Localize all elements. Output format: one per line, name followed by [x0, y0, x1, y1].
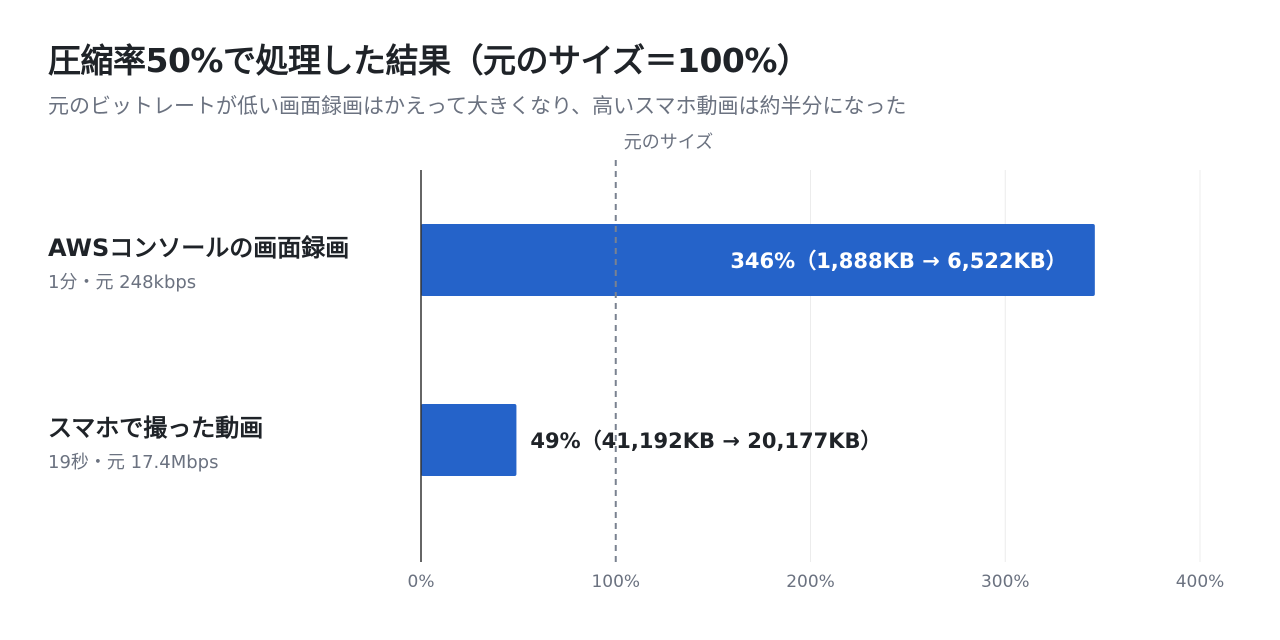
category-detail: 19秒・元 17.4Mbps [48, 452, 218, 473]
bar [421, 404, 517, 476]
x-tick-label: 100% [591, 572, 640, 592]
x-tick-label: 400% [1176, 572, 1225, 592]
x-tick-label: 0% [408, 572, 435, 592]
data-label: 346%（1,888KB → 6,522KB） [730, 249, 1067, 273]
reference-line-label: 元のサイズ [624, 132, 713, 153]
x-tick-label: 300% [981, 572, 1030, 592]
chart-title: 圧縮率50%で処理した結果（元のサイズ＝100%） [48, 41, 810, 80]
data-label: 49%（41,192KB → 20,177KB） [530, 429, 881, 453]
category-detail: 1分・元 248kbps [48, 272, 196, 293]
x-tick-label: 200% [786, 572, 835, 592]
category-label: AWSコンソールの画面録画 [48, 234, 349, 262]
category-label: スマホで撮った動画 [48, 414, 263, 442]
chart-subtitle: 元のビットレートが低い画面録画はかえって大きくなり、高いスマホ動画は約半分になっ… [48, 94, 907, 118]
bar [421, 224, 1095, 296]
